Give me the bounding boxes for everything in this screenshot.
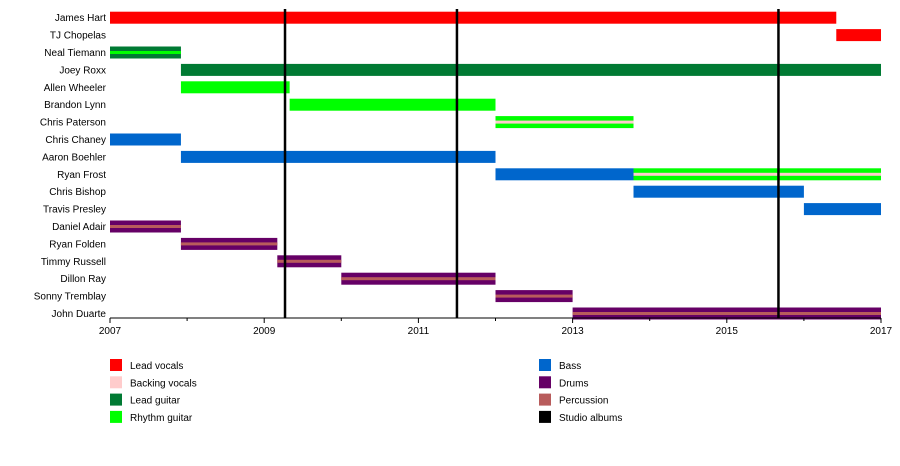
- member-label-chris-bishop: Chris Bishop: [49, 187, 106, 198]
- member-labels: James Hart TJ Chopelas Neal Tiemann Joey Ro…: [34, 13, 107, 320]
- bar-brandon-lynn-rhythm-guitar-0: [289, 98, 496, 111]
- member-label-james-hart: James Hart: [55, 13, 106, 24]
- member-label-john-duarte: John Duarte: [52, 309, 107, 320]
- legend-label-lead-vocals: Lead vocals: [130, 361, 183, 372]
- member-label-ryan-folden: Ryan Folden: [49, 239, 106, 250]
- x-axis: 2007 2009 2011 2013 2015 2017: [99, 317, 893, 337]
- bar-travis-presley-bass-0: [803, 203, 881, 216]
- member-label-sonny-tremblay: Sonny Tremblay: [34, 292, 106, 303]
- legend-swatch-bass: [539, 359, 551, 371]
- member-label-travis-presley: Travis Presley: [43, 205, 106, 216]
- bar-stripe-sonny-tremblay-percussion-0: [495, 294, 573, 298]
- legend-label-studio-albums: Studio albums: [559, 413, 622, 424]
- legend-swatch-drums: [539, 376, 551, 389]
- legend-label-percussion: Percussion: [559, 396, 608, 407]
- member-label-chris-chaney: Chris Chaney: [45, 135, 106, 146]
- member-label-allen-wheeler: Allen Wheeler: [44, 83, 107, 94]
- bar-stripe-dillon-ray-percussion-0: [341, 277, 496, 281]
- bar-stripe-ryan-frost-backing-vocals-1: [633, 172, 881, 176]
- bar-chris-bishop-bass-0: [633, 185, 804, 198]
- bars-layer: [110, 11, 881, 320]
- x-tick-label-2007: 2007: [99, 326, 122, 337]
- x-tick-label-2013: 2013: [561, 326, 584, 337]
- member-label-timmy-russell: Timmy Russell: [41, 257, 106, 268]
- legend: Lead vocals Backing vocals Lead guitar Rhyt…: [110, 359, 622, 424]
- legend-label-drums: Drums: [559, 378, 588, 389]
- legend-swatch-percussion: [539, 393, 551, 406]
- legend-swatch-backing-vocals: [110, 376, 122, 389]
- legend-label-bass: Bass: [559, 361, 581, 372]
- legend-swatch-studio-albums: [539, 410, 551, 423]
- bar-tj-chopelas-lead-vocals-0: [836, 29, 881, 42]
- bar-allen-wheeler-rhythm-guitar-0: [180, 81, 290, 94]
- studio-album-lines: [283, 9, 780, 318]
- bar-stripe-chris-paterson-backing-vocals-0: [495, 120, 634, 124]
- member-label-tj-chopelas: TJ Chopelas: [50, 31, 106, 42]
- legend-swatch-lead-guitar: [110, 393, 122, 406]
- legend-label-backing-vocals: Backing vocals: [130, 378, 197, 389]
- x-tick-label-2009: 2009: [253, 326, 276, 337]
- bar-stripe-timmy-russell-percussion-0: [277, 259, 342, 263]
- bar-joey-roxx-lead-guitar-0: [180, 63, 881, 76]
- member-label-brandon-lynn: Brandon Lynn: [44, 100, 106, 111]
- member-label-neal-tiemann: Neal Tiemann: [44, 48, 106, 59]
- bar-aaron-boehler-bass-0: [180, 150, 496, 163]
- bar-stripe-neal-tiemann-rhythm-guitar-0: [110, 51, 181, 54]
- legend-swatch-lead-vocals: [110, 359, 122, 371]
- member-label-aaron-boehler: Aaron Boehler: [42, 152, 107, 163]
- bar-stripe-john-duarte-percussion-0: [572, 312, 881, 315]
- legend-label-rhythm-guitar: Rhythm guitar: [130, 413, 193, 424]
- bar-james-hart-lead-vocals-0: [110, 11, 837, 24]
- bar-ryan-frost-bass-0: [495, 168, 634, 181]
- bar-stripe-daniel-adair-percussion-0: [110, 225, 181, 228]
- x-tick-label-2017: 2017: [870, 326, 893, 337]
- legend-swatch-rhythm-guitar: [110, 410, 122, 423]
- x-tick-label-2015: 2015: [716, 326, 739, 337]
- x-tick-label-2011: 2011: [408, 326, 430, 337]
- legend-label-lead-guitar: Lead guitar: [130, 396, 181, 407]
- member-label-chris-paterson: Chris Paterson: [40, 118, 106, 129]
- member-label-joey-roxx: Joey Roxx: [59, 65, 106, 76]
- bar-chris-chaney-bass-0: [110, 133, 181, 146]
- member-label-dillon-ray: Dillon Ray: [60, 274, 106, 285]
- member-label-daniel-adair: Daniel Adair: [52, 222, 107, 233]
- bar-stripe-ryan-folden-percussion-0: [180, 242, 278, 246]
- member-label-ryan-frost: Ryan Frost: [57, 170, 106, 181]
